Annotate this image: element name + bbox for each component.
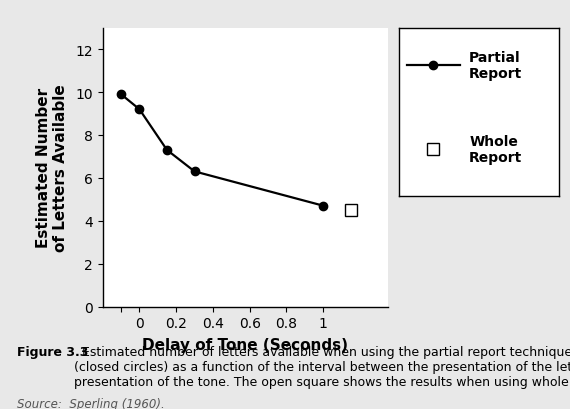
Text: Partial
Report: Partial Report: [469, 50, 523, 81]
Text: Whole
Report: Whole Report: [469, 134, 523, 164]
X-axis label: Delay of Tone (Seconds): Delay of Tone (Seconds): [142, 337, 348, 352]
Y-axis label: Estimated Number
of Letters Available: Estimated Number of Letters Available: [36, 84, 68, 252]
Text: Estimated number of letters available when using the partial report technique
(c: Estimated number of letters available wh…: [74, 346, 570, 389]
Text: Figure 3.3: Figure 3.3: [17, 346, 88, 359]
Text: Source:  Sperling (1960).: Source: Sperling (1960).: [17, 397, 165, 409]
